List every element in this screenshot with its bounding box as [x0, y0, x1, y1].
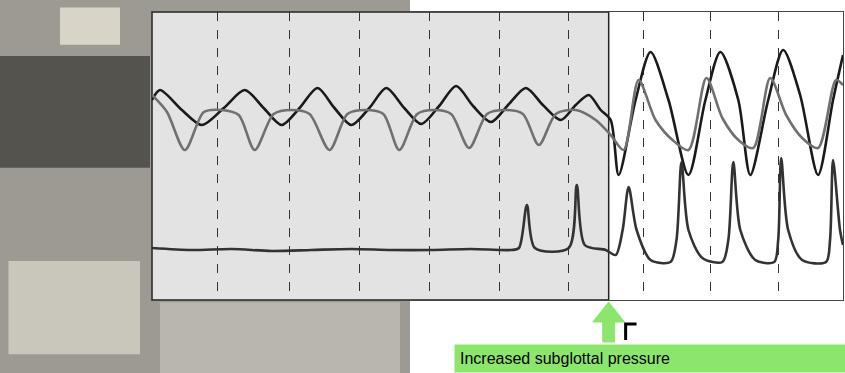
- svg-text:Increased subglottal pressure: Increased subglottal pressure: [460, 350, 670, 367]
